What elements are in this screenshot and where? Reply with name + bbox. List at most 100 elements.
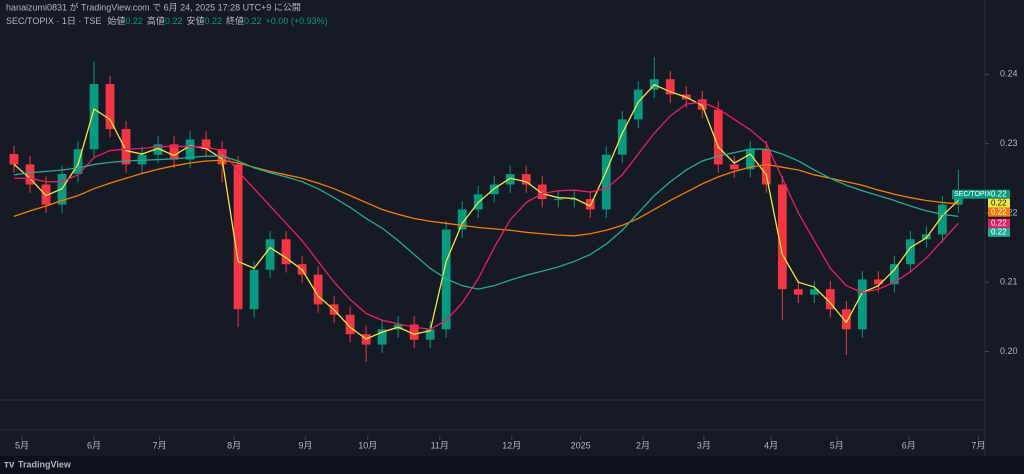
quote-value: 0.22 [204,16,222,26]
x-tick-label: 12月 [502,440,521,450]
candle-body [313,274,323,305]
candle-body [697,99,707,110]
candle-body [265,239,275,270]
moving-average-line [14,101,959,331]
x-tick-label: 2月 [636,440,650,450]
y-tick-label: 0.21 [1000,277,1018,287]
x-tick-label: 8月 [227,440,241,450]
y-tick-label: 0.24 [1000,69,1018,79]
candle-body [569,199,579,201]
price-tag-box [988,207,1010,217]
legend-line: SEC/TOPIX · 1日 · TSE 始値0.22 高値0.22 安値0.22 終値… [6,15,328,26]
candle-body [937,204,947,235]
price-tag-value: 0.22 [991,198,1007,207]
moving-average-line [13,159,959,237]
candle-body [137,154,147,165]
candle-body [281,239,291,265]
candle-body [841,309,851,330]
x-tick-label: 7月 [971,440,985,450]
candle-body [121,129,131,165]
candle-body [713,109,723,165]
candle-body [953,194,963,205]
price-tag: 0.22 [988,198,1010,208]
candle-body [873,279,883,285]
quote-label: 安値 [186,15,204,26]
quote-label: 高値 [147,15,165,26]
candle-body [553,199,563,201]
y-tick-label: 0.20 [1000,346,1018,356]
price-tag-name-box [952,189,988,199]
price-tag-value: 0.22 [991,189,1007,198]
candle-body [233,164,243,310]
candle-body [201,139,211,150]
candle-body [185,139,195,160]
candle-body [777,184,787,290]
candle-body [345,314,355,335]
symbol-title: SEC/TOPIX · 1日 · TSE [6,16,101,26]
x-tick-label: 9月 [298,440,312,450]
price-tag: 0.22 [988,207,1010,217]
candle-body [89,84,99,150]
candle-body [169,144,179,160]
candle-body [809,289,819,295]
candle-body [425,329,435,340]
y-tick-label: 0.23 [1000,138,1018,148]
candle-body [745,149,755,170]
candle-body [25,164,35,185]
candle-body [73,149,83,175]
candle-body [377,329,387,345]
candle-body [585,199,595,210]
brand: TradingView [18,459,72,469]
quote-value: 0.22 [244,16,262,26]
price-tag: 0.22 [988,227,1010,237]
x-tick-label: 5月 [15,440,29,450]
candle-body [665,79,675,95]
x-tick-label: 10月 [358,440,377,450]
x-tick-label: 7月 [153,440,167,450]
candle-body [217,149,227,165]
candle-body [41,184,51,205]
candle-body [857,279,867,330]
x-tick-label: 6月 [902,440,916,450]
price-tag-box [988,198,1010,208]
x-tick-label: 3月 [697,440,711,450]
candle-body [457,209,467,230]
candle-body [249,269,259,310]
candle-body [905,239,915,265]
candle-body [633,89,643,120]
quote-change: +0.00 (+0.93%) [266,16,328,26]
candle-body [105,84,115,130]
price-tag-box [988,218,1010,228]
x-tick-label: 2025 [571,440,591,450]
quote-label: 終値 [226,15,244,26]
price-tag: 0.22 [988,218,1010,228]
price-tag-value: 0.22 [991,207,1007,216]
footer-bar [0,456,1024,474]
x-tick-label: 11月 [431,440,449,450]
candle-body [729,164,739,170]
x-tick-label: 6月 [87,440,101,450]
candle-body [505,174,515,185]
moving-average-line [13,148,959,290]
quote-value: 0.22 [125,16,143,26]
candle-body [9,154,19,165]
price-tag-box [988,227,1010,237]
candle-body [521,174,531,185]
price-tag-value: 0.22 [991,218,1007,227]
candle-body [537,184,547,200]
brand-logo: ᴛv [4,460,15,471]
quote-value: 0.22 [165,16,183,26]
candle-body [761,149,771,185]
candle-body [601,154,611,210]
x-tick-label: 4月 [764,440,778,450]
candle-body [153,144,163,155]
moving-average-line [13,83,959,340]
candle-body [825,289,835,310]
publisher: hanaizumi0831 が TradingView.com で 6月 24,… [6,1,301,12]
price-tag-name: SEC/TOPIX [954,191,992,198]
price-tag-box [988,189,1010,199]
quote-label: 始値 [107,15,125,26]
